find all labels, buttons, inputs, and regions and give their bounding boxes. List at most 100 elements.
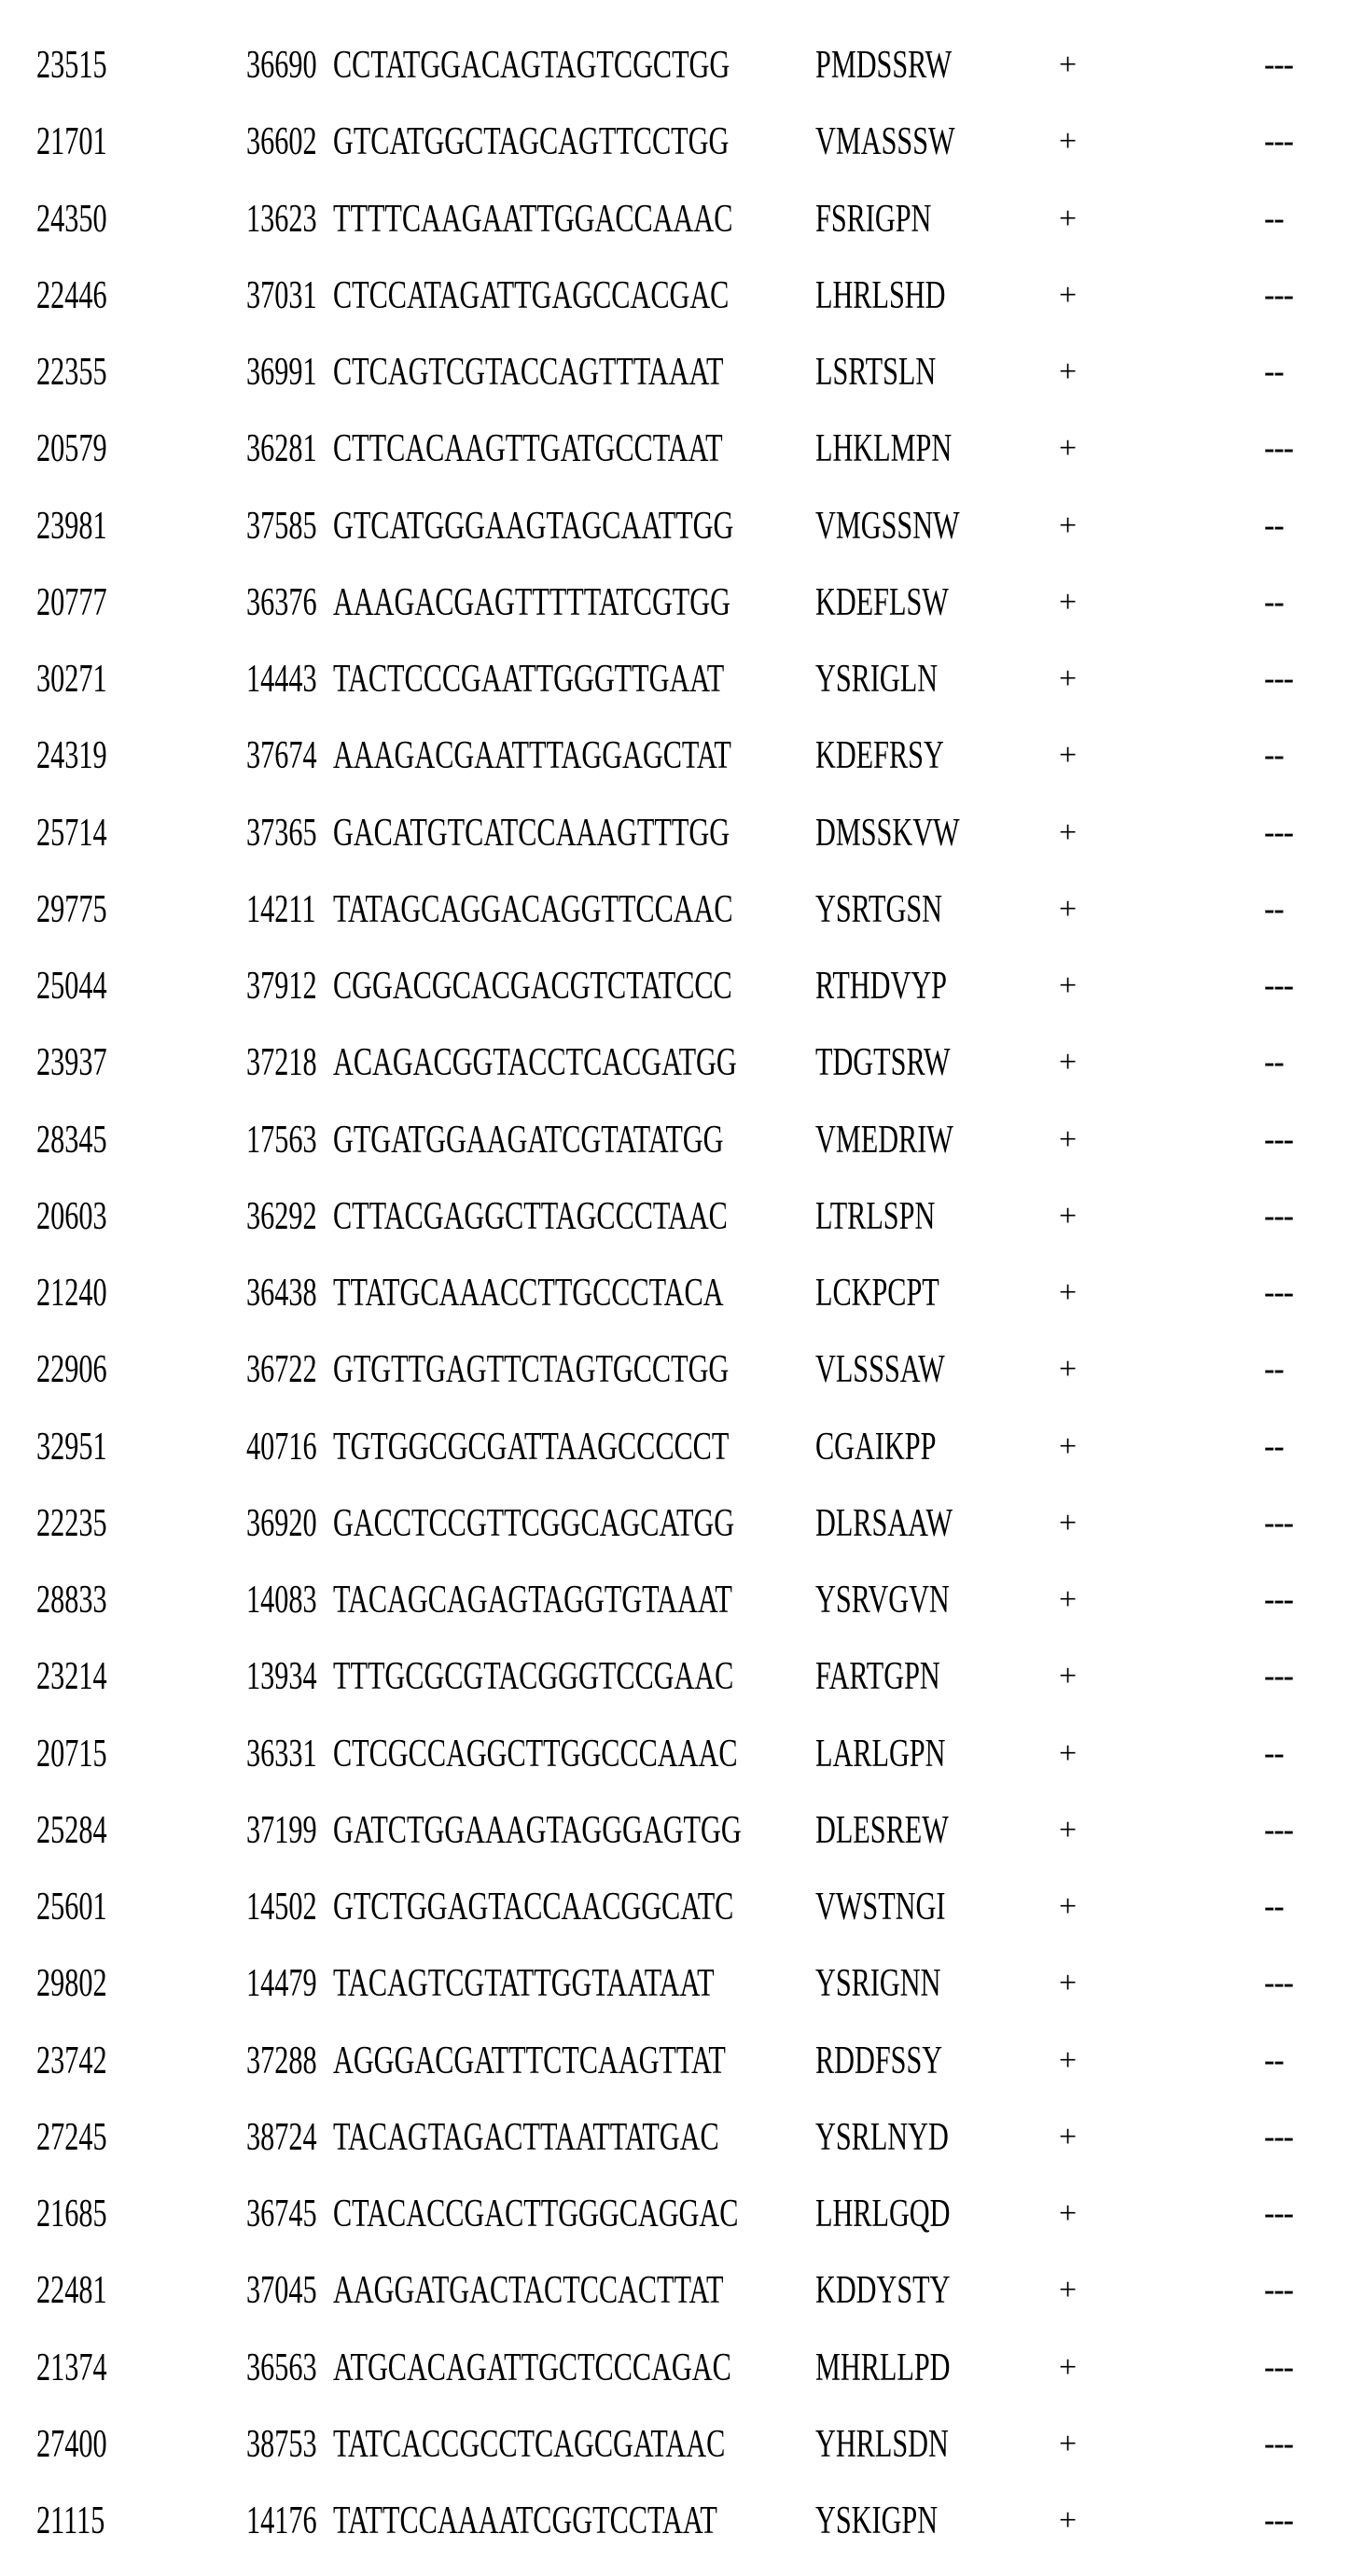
position: 13934 bbox=[246, 1649, 317, 1705]
position: 13623 bbox=[246, 191, 317, 247]
peptide-sequence: DMSSKVW bbox=[815, 805, 960, 861]
peptide-sequence: KDEFRSY bbox=[815, 728, 944, 784]
dna-sequence: TTATGCAAACCTTGCCCTACA bbox=[333, 1265, 724, 1321]
table-row: 2528437199GATCTGGAAAGTAGGGAGTGGDLESREW+-… bbox=[0, 1803, 1363, 1859]
table-row: 3027114443TACTCCCGAATTGGGTTGAATYSRIGLN+-… bbox=[0, 651, 1363, 707]
position: 37218 bbox=[246, 1035, 317, 1091]
dna-sequence: TACAGTAGACTTAATTATGAC bbox=[333, 2110, 719, 2165]
table-row: 2571437365GACATGTCATCCAAAGTTTGGDMSSKVW+-… bbox=[0, 805, 1363, 861]
position: 37912 bbox=[246, 958, 317, 1014]
table-row: 2504437912CGGACGCACGACGTCTATCCCRTHDVYP+-… bbox=[0, 958, 1363, 1014]
table-row: 2431937674AAAGACGAATTTAGGAGCTATKDEFRSY+-… bbox=[0, 728, 1363, 784]
dna-sequence: CGGACGCACGACGTCTATCCC bbox=[333, 958, 732, 1014]
table-row: 2111514176TATTCCAAAATCGGTCCTAATYSKIGPN+-… bbox=[0, 2493, 1363, 2549]
result-dashes: -- bbox=[1264, 1726, 1284, 1782]
dna-sequence: GTCTGGAGTACCAACGGCATC bbox=[333, 1879, 733, 1935]
position: 37199 bbox=[246, 1803, 317, 1859]
row-id: 21240 bbox=[36, 1265, 107, 1321]
result-dashes: --- bbox=[1264, 1803, 1293, 1859]
row-id: 28833 bbox=[36, 1572, 107, 1628]
position: 36991 bbox=[246, 344, 317, 400]
result-dashes: -- bbox=[1264, 1342, 1284, 1398]
plus-sign: + bbox=[1059, 2110, 1077, 2165]
plus-sign: + bbox=[1059, 2033, 1077, 2089]
peptide-sequence: LHKLMPN bbox=[815, 421, 952, 477]
plus-sign: + bbox=[1059, 805, 1077, 861]
row-id: 20715 bbox=[36, 1726, 107, 1782]
peptide-sequence: VMGSSNW bbox=[815, 498, 960, 554]
dna-sequence: ATGCACAGATTGCTCCCAGAC bbox=[333, 2340, 731, 2396]
dna-sequence: ACAGACGGTACCTCACGATGG bbox=[333, 1035, 737, 1091]
result-dashes: -- bbox=[1264, 1879, 1284, 1935]
position: 36920 bbox=[246, 1496, 317, 1552]
row-id: 20603 bbox=[36, 1189, 107, 1245]
row-id: 25714 bbox=[36, 805, 107, 861]
position: 14502 bbox=[246, 1879, 317, 1935]
plus-sign: + bbox=[1059, 1189, 1077, 1245]
dna-sequence: CCTATGGACAGTAGTCGCTGG bbox=[333, 37, 730, 93]
dna-sequence: TATAGCAGGACAGGTTCCAAC bbox=[333, 882, 733, 938]
peptide-sequence: DLESREW bbox=[815, 1803, 949, 1859]
peptide-sequence: KDEFLSW bbox=[815, 575, 949, 631]
dna-sequence: TACAGTCGTATTGGTAATAAT bbox=[333, 1956, 715, 2012]
peptide-sequence: LCKPCPT bbox=[815, 1265, 939, 1321]
plus-sign: + bbox=[1059, 651, 1077, 707]
table-row: 2740038753TATCACCGCCTCAGCGATAACYHRLSDN+-… bbox=[0, 2416, 1363, 2472]
position: 38724 bbox=[246, 2110, 317, 2165]
dna-sequence: TTTGCGCGTACGGGTCCGAAC bbox=[333, 1649, 733, 1705]
plus-sign: + bbox=[1059, 1726, 1077, 1782]
row-id: 29802 bbox=[36, 1956, 107, 2012]
row-id: 27400 bbox=[36, 2416, 107, 2472]
peptide-sequence: CGAIKPP bbox=[815, 1419, 936, 1475]
row-id: 30271 bbox=[36, 651, 107, 707]
row-id: 22906 bbox=[36, 1342, 107, 1398]
result-dashes: --- bbox=[1264, 421, 1293, 477]
table-row: 2124036438TTATGCAAACCTTGCCCTACALCKPCPT+-… bbox=[0, 1265, 1363, 1321]
result-dashes: --- bbox=[1264, 805, 1293, 861]
peptide-sequence: VMASSSW bbox=[815, 114, 955, 170]
peptide-sequence: PMDSSRW bbox=[815, 37, 952, 93]
peptide-sequence: YSRVGVN bbox=[815, 1572, 950, 1628]
plus-sign: + bbox=[1059, 421, 1077, 477]
plus-sign: + bbox=[1059, 1956, 1077, 2012]
plus-sign: + bbox=[1059, 1112, 1077, 1168]
result-dashes: --- bbox=[1264, 1496, 1293, 1552]
dna-sequence: GTCATGGCTAGCAGTTCCTGG bbox=[333, 114, 729, 170]
result-dashes: -- bbox=[1264, 191, 1284, 247]
row-id: 23937 bbox=[36, 1035, 107, 1091]
position: 36745 bbox=[246, 2186, 317, 2242]
table-row: 2834517563GTGATGGAAGATCGTATATGGVMEDRIW+-… bbox=[0, 1112, 1363, 1168]
position: 37674 bbox=[246, 728, 317, 784]
position: 17563 bbox=[246, 1112, 317, 1168]
result-dashes: --- bbox=[1264, 2186, 1293, 2242]
peptide-sequence: VWSTNGI bbox=[815, 1879, 945, 1935]
row-id: 23515 bbox=[36, 37, 107, 93]
row-id: 24319 bbox=[36, 728, 107, 784]
row-id: 28345 bbox=[36, 1112, 107, 1168]
position: 37585 bbox=[246, 498, 317, 554]
table-row: 2351536690CCTATGGACAGTAGTCGCTGGPMDSSRW+-… bbox=[0, 37, 1363, 93]
position: 37031 bbox=[246, 268, 317, 324]
row-id: 21701 bbox=[36, 114, 107, 170]
position: 38753 bbox=[246, 2416, 317, 2472]
peptide-sequence: YSRIGNN bbox=[815, 1956, 940, 2012]
peptide-sequence: MHRLLPD bbox=[815, 2340, 951, 2396]
dna-sequence: TACAGCAGAGTAGGTGTAAAT bbox=[333, 1572, 732, 1628]
row-id: 23742 bbox=[36, 2033, 107, 2089]
row-id: 32951 bbox=[36, 1419, 107, 1475]
row-id: 24350 bbox=[36, 191, 107, 247]
table-row: 2321413934TTTGCGCGTACGGGTCCGAACFARTGPN+-… bbox=[0, 1649, 1363, 1705]
plus-sign: + bbox=[1059, 1879, 1077, 1935]
plus-sign: + bbox=[1059, 1496, 1077, 1552]
peptide-sequence: LHRLGQD bbox=[815, 2186, 950, 2242]
peptide-sequence: RTHDVYP bbox=[815, 958, 947, 1014]
result-dashes: --- bbox=[1264, 1572, 1293, 1628]
table-row: 2057936281CTTCACAAGTTGATGCCTAATLHKLMPN+-… bbox=[0, 421, 1363, 477]
result-dashes: --- bbox=[1264, 1189, 1293, 1245]
position: 14083 bbox=[246, 1572, 317, 1628]
peptide-sequence: LSRTSLN bbox=[815, 344, 936, 400]
row-id: 27245 bbox=[36, 2110, 107, 2165]
row-id: 23981 bbox=[36, 498, 107, 554]
peptide-sequence: VLSSSAW bbox=[815, 1342, 945, 1398]
peptide-sequence: TDGTSRW bbox=[815, 1035, 950, 1091]
